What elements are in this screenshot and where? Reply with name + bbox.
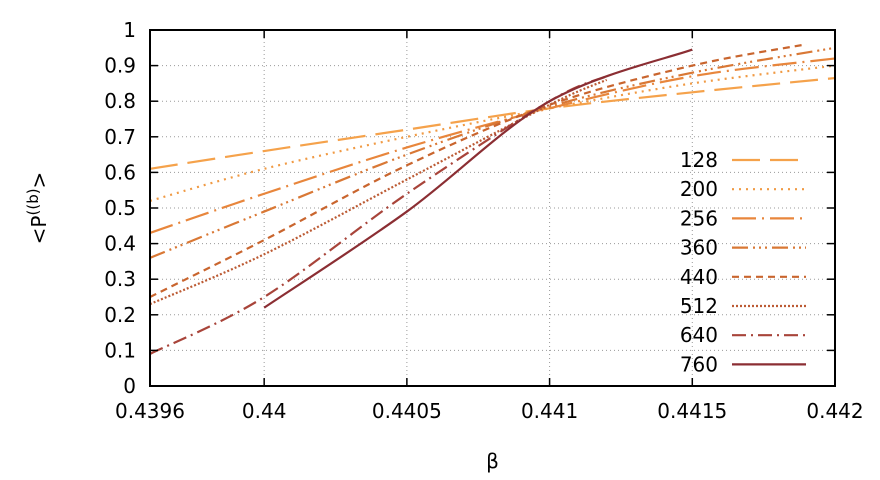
legend-label-760: 760: [680, 352, 718, 376]
series-line-200: [149, 64, 836, 202]
series-lines: [149, 43, 836, 355]
y-axis-title-prefix: <P: [27, 216, 51, 245]
x-axis-title: β: [486, 449, 499, 473]
x-tick-label: 0.44: [242, 399, 287, 423]
y-tick-label: 0.7: [104, 125, 136, 149]
legend-label-512: 512: [680, 294, 718, 318]
axis-ticks: 0.4396 0.44 0.4405 0.441 0.4415 0.442 0 0.1 0.2 0…: [104, 18, 863, 423]
y-tick-label: 0.8: [104, 89, 136, 113]
legend: 128 200 256 360 440 512 640 760: [680, 148, 806, 376]
y-tick-label: 0.4: [104, 232, 136, 256]
y-tick-label: 0.3: [104, 267, 136, 291]
grid: [150, 30, 835, 386]
x-tick-label: 0.4405: [372, 399, 442, 423]
y-tick-label: 1: [123, 18, 136, 42]
x-tick-label: 0.442: [806, 399, 863, 423]
x-tick-label: 0.441: [521, 399, 578, 423]
y-tick-label: 0.6: [104, 160, 136, 184]
y-tick-label: 0.1: [104, 338, 136, 362]
y-axis-title-superscript: ((b): [24, 188, 42, 215]
x-tick-label: 0.4396: [115, 399, 185, 423]
plot-frame: [149, 29, 836, 387]
legend-label-640: 640: [680, 323, 718, 347]
series-line-360: [149, 46, 836, 259]
y-tick-label: 0: [123, 374, 136, 398]
y-tick-label: 0.9: [104, 54, 136, 78]
series-line-440: [149, 43, 807, 298]
series-line-760: [263, 48, 693, 309]
legend-label-200: 200: [680, 177, 718, 201]
legend-label-440: 440: [680, 265, 718, 289]
legend-label-256: 256: [680, 206, 718, 230]
series-line-640: [149, 75, 608, 355]
series-line-512: [149, 78, 608, 306]
legend-label-360: 360: [680, 236, 718, 260]
y-axis-title: <P((b)>: [24, 172, 51, 245]
x-tick-label: 0.4415: [657, 399, 727, 423]
y-axis-title-suffix: >: [27, 172, 51, 189]
legend-label-128: 128: [680, 148, 718, 172]
y-tick-label: 0.5: [104, 196, 136, 220]
series-line-256: [149, 57, 836, 234]
y-tick-label: 0.2: [104, 303, 136, 327]
